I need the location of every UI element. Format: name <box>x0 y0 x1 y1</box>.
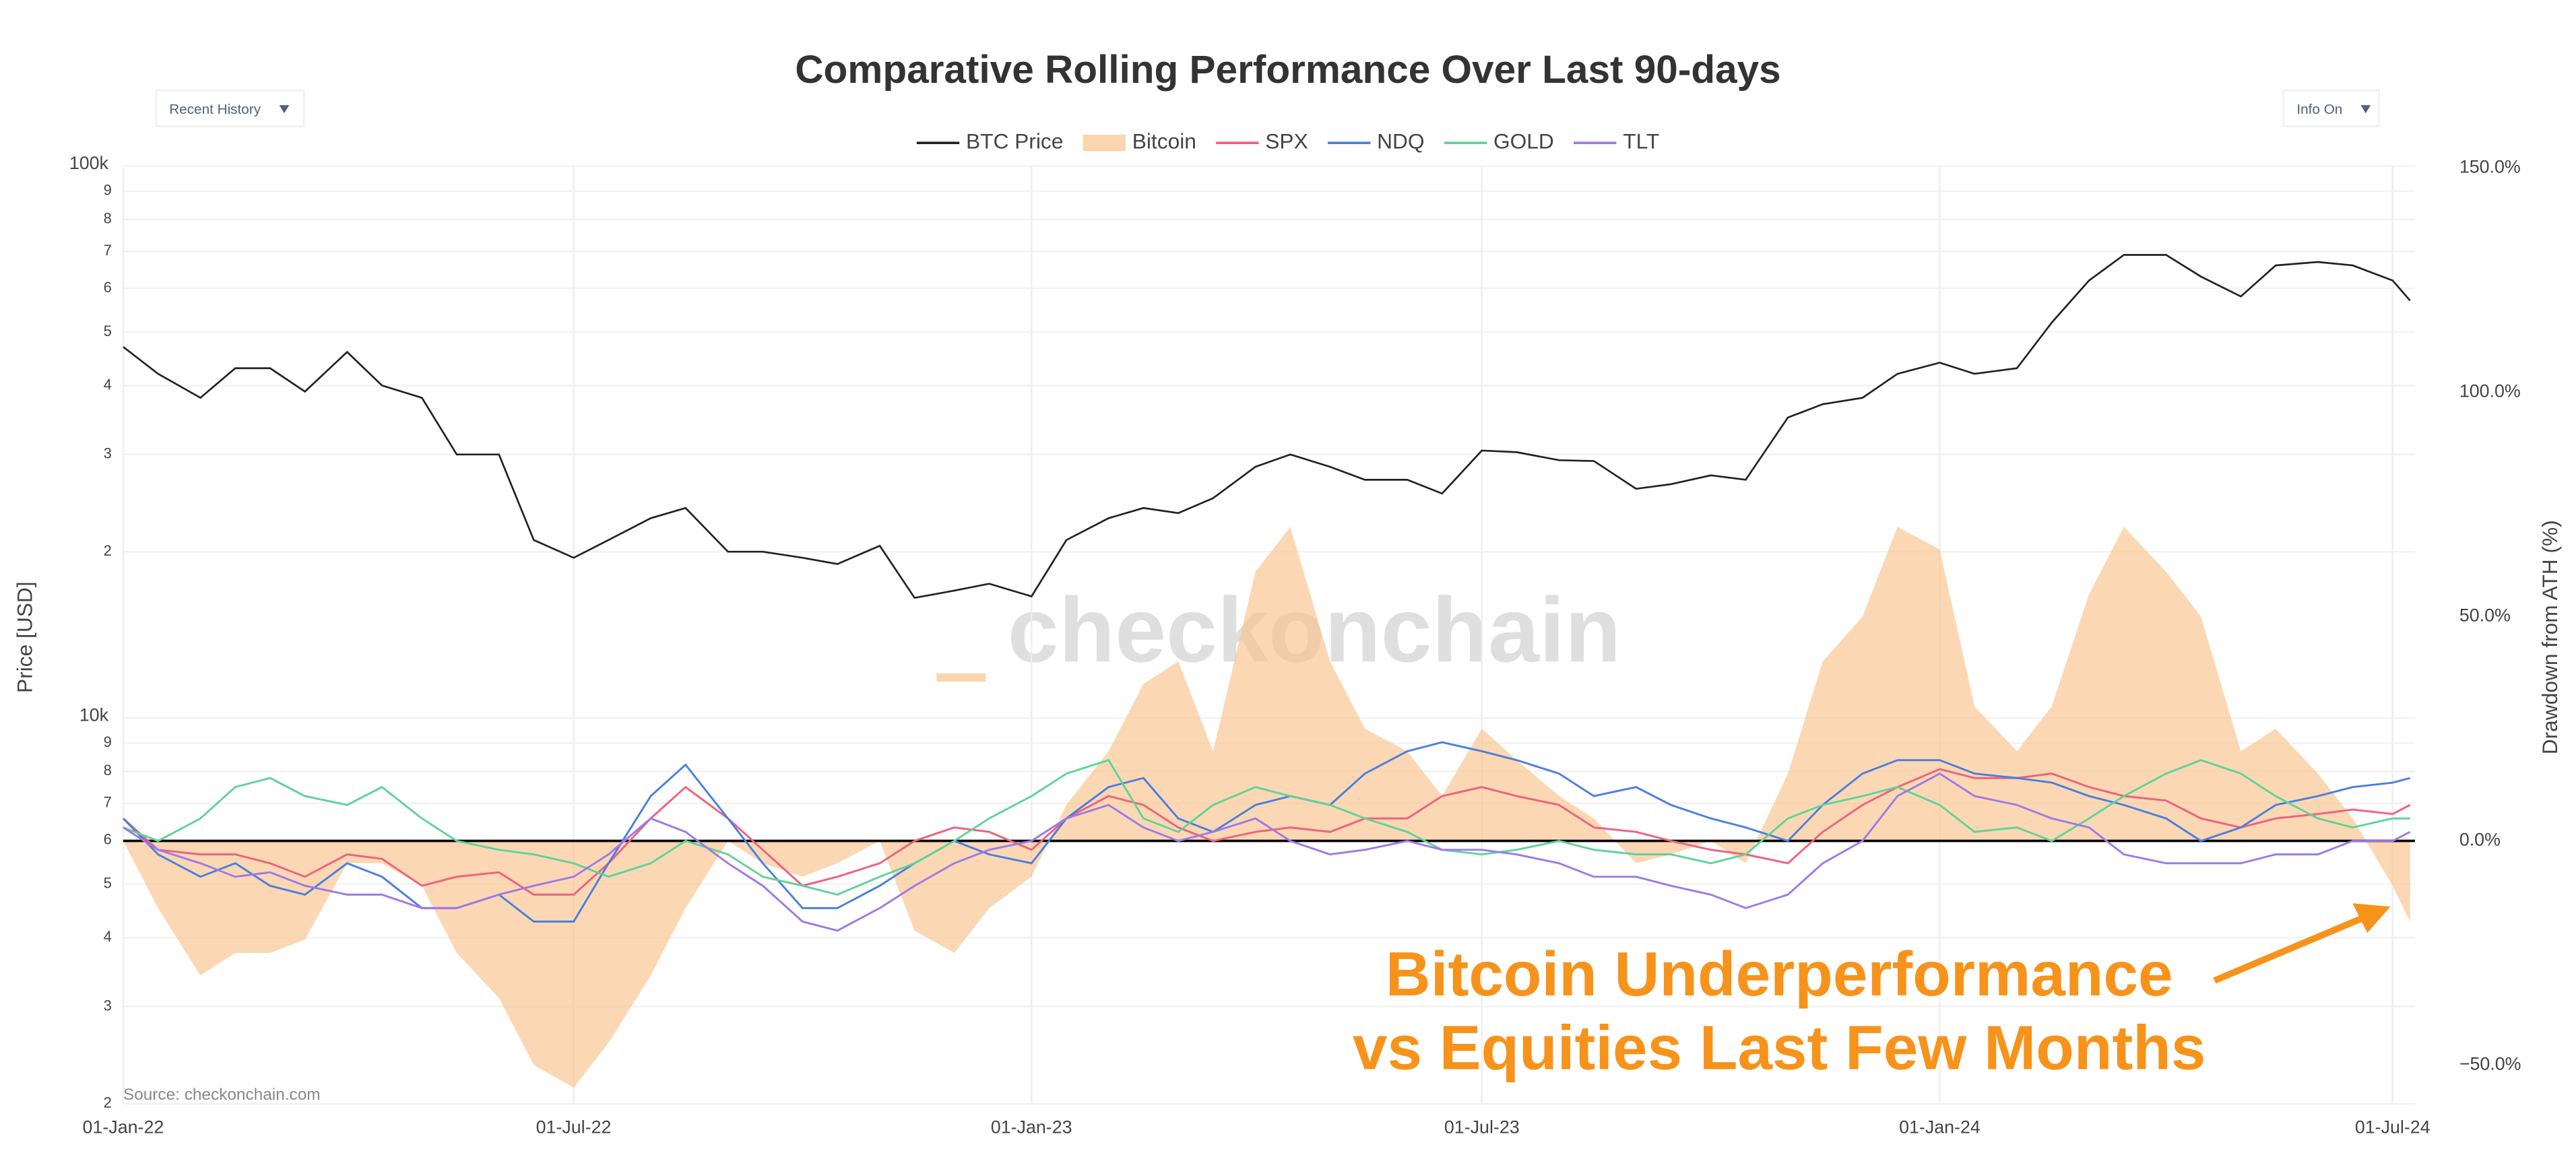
y-tick-label: 6 <box>104 279 112 296</box>
y-tick-label: 8 <box>104 762 112 779</box>
line <box>122 741 2411 923</box>
y-tick-label: 5 <box>104 874 112 891</box>
legend-label: Bitcoin <box>1132 129 1196 154</box>
legend-label: GOLD <box>1493 129 1554 154</box>
area <box>123 527 2410 1088</box>
y2-tick-label: 100.0% <box>2459 381 2521 401</box>
legend-label: NDQ <box>1377 129 1424 154</box>
y2-tick-label: 50.0% <box>2459 605 2511 626</box>
y-tick-label: 10k <box>79 705 109 725</box>
dropdown-arrow[interactable] <box>2360 105 2371 114</box>
y-tick-label: 4 <box>104 928 112 945</box>
dropdown-box[interactable] <box>155 89 305 128</box>
y-tick-label: 7 <box>104 794 112 811</box>
y-tick-label: 6 <box>104 831 112 848</box>
source: Source: checkonchain.com <box>123 1086 321 1104</box>
x-tick-label: 01-Jul-23 <box>1444 1117 1520 1137</box>
y-tick-label: 9 <box>104 182 112 199</box>
y-axis-title: Price [USD] <box>12 581 36 693</box>
legend-item: GOLD <box>1444 129 1554 154</box>
y2-tick-label: −50.0% <box>2459 1054 2521 1074</box>
x-tick-label: 01-Jul-24 <box>2355 1117 2430 1137</box>
legend-label: BTC Price <box>966 129 1063 154</box>
dropdown-arrow[interactable] <box>279 105 290 114</box>
legend-item: Bitcoin <box>1083 129 1196 154</box>
y2-tick-label: 0.0% <box>2459 830 2501 850</box>
y2-tick-label: 150.0% <box>2459 157 2521 177</box>
y-tick-label: 8 <box>104 210 112 227</box>
y-tick-label: 9 <box>104 733 112 750</box>
legend-item: NDQ <box>1327 129 1425 154</box>
x-tick-label: 01-Jul-22 <box>536 1117 612 1137</box>
y-tick-label: 2 <box>104 1094 112 1111</box>
legend-item: TLT <box>1574 129 1659 154</box>
annotation: vs Equities Last Few Months <box>1353 1013 2206 1083</box>
y-tick-label: 7 <box>104 242 112 259</box>
annotation: Bitcoin Underperformance <box>1386 939 2173 1009</box>
legend: BTC Price Bitcoin SPX NDQ GOLD TLT <box>916 129 1659 154</box>
x-tick-label: 01-Jan-24 <box>1899 1117 1981 1137</box>
x-tick-label: 01-Jan-22 <box>83 1117 164 1137</box>
dropdown[interactable]: Recent History <box>155 89 305 128</box>
x-tick-label: 01-Jan-23 <box>991 1117 1072 1137</box>
arrow-head <box>2352 903 2391 933</box>
y2-axis-title: Drawdown from ATH (%) <box>2538 520 2562 754</box>
y-tick-label: 3 <box>104 997 112 1014</box>
y-tick-label: 100k <box>69 153 109 173</box>
line <box>123 772 2411 932</box>
y-tick-label: 5 <box>104 323 112 339</box>
legend-swatch <box>1083 134 1126 152</box>
legend-item: BTC Price <box>916 129 1063 154</box>
y-tick-label: 3 <box>104 445 112 462</box>
legend-label: SPX <box>1265 129 1308 154</box>
line <box>123 758 2410 896</box>
legend-item: SPX <box>1216 129 1308 154</box>
dropdown[interactable]: Info On <box>2282 89 2380 128</box>
dropdown-label[interactable]: Recent History <box>169 102 261 117</box>
y-tick-label: 2 <box>104 542 112 559</box>
arrow-shaft <box>2213 915 2364 984</box>
watermark-mark <box>936 673 986 682</box>
line <box>123 254 2411 599</box>
plot-area: 01-Jan-22 01-Jul-22 01-Jan-23 01-Jul-23 01-J… <box>69 153 2521 1138</box>
dropdown-label[interactable]: Info On <box>2296 102 2342 117</box>
y-tick-label: 4 <box>104 376 112 393</box>
chart-title: Comparative Rolling Performance Over Las… <box>795 48 1780 92</box>
legend-label: TLT <box>1623 129 1659 154</box>
annotation-arrow <box>2213 903 2391 984</box>
